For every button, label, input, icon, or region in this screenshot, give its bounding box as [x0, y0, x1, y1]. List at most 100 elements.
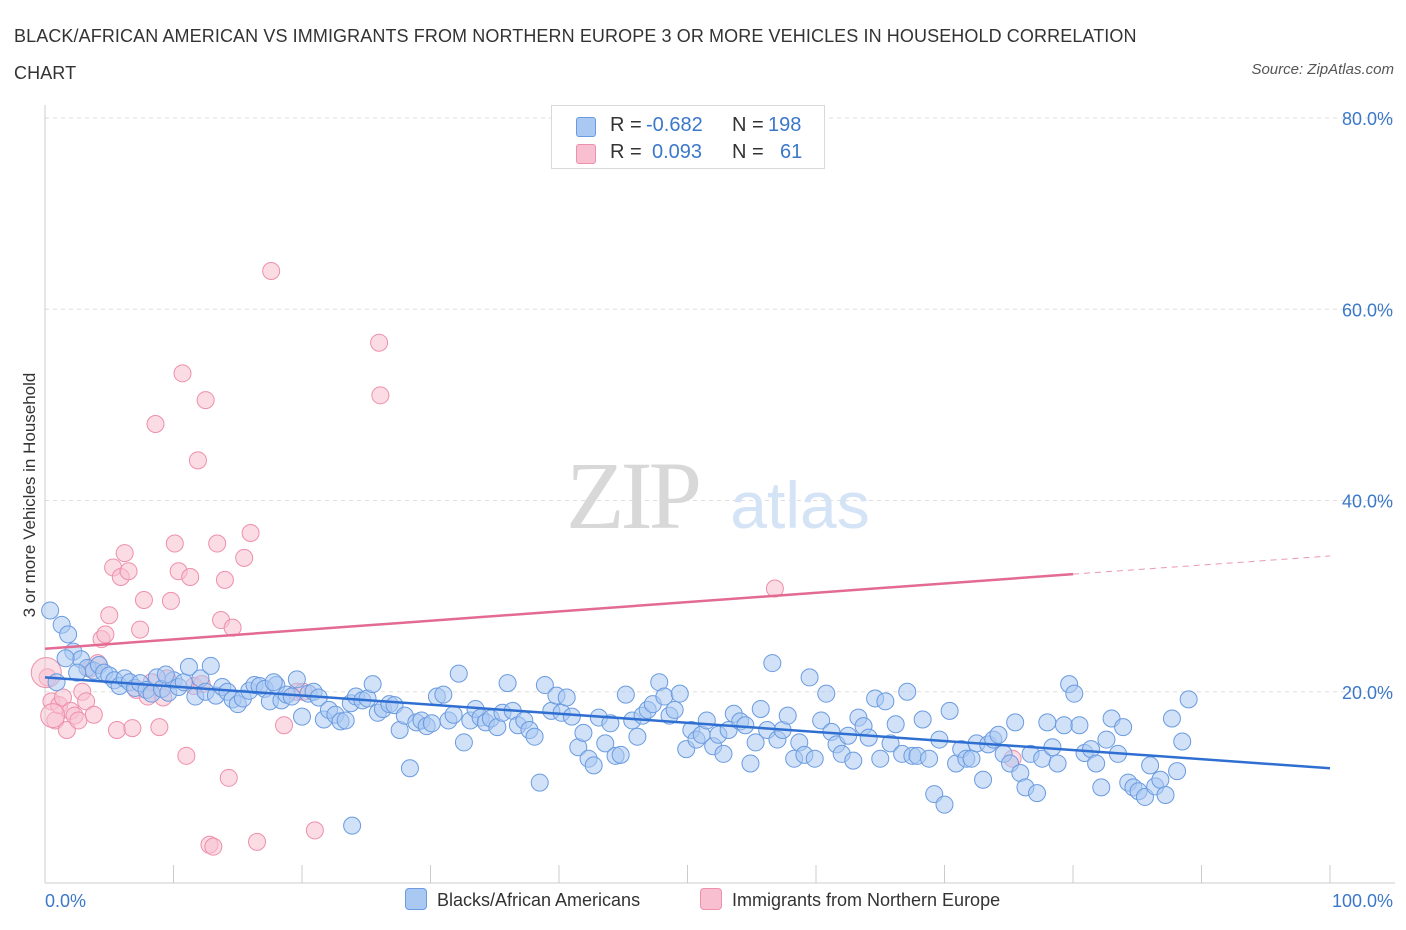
legend-swatch-pink	[576, 144, 596, 164]
legend-item-pink: Immigrants from Northern Europe	[700, 888, 1000, 911]
legend-swatch-pink	[700, 888, 722, 910]
blue-point	[1168, 762, 1187, 781]
blue-point	[665, 700, 684, 719]
blue-point	[56, 649, 75, 668]
blue-point	[736, 716, 755, 735]
pink-point	[241, 524, 260, 543]
blue-point	[746, 733, 765, 752]
pink-point	[181, 568, 200, 586]
pink-point	[131, 620, 150, 639]
pink-point	[275, 716, 294, 735]
y-tick-label: 20.0%	[1342, 683, 1393, 703]
axes	[44, 105, 1395, 884]
blue-point	[535, 676, 554, 695]
pink-point	[146, 415, 165, 433]
blue-point	[989, 725, 1008, 744]
blue-point	[817, 684, 836, 703]
blue-point	[1087, 754, 1106, 773]
blue-point	[763, 654, 782, 673]
blue-point	[751, 699, 770, 718]
y-axis-title: 3 or more Vehicles in Household	[20, 372, 39, 618]
pink-point	[77, 692, 96, 711]
x-tick-label: 0.0%	[45, 891, 86, 911]
blue-point	[714, 744, 733, 763]
trend-lines	[44, 555, 1331, 770]
blue-point	[1070, 716, 1089, 735]
blue-point	[282, 687, 301, 706]
pink-point	[134, 590, 153, 609]
pink-point	[248, 832, 267, 851]
blue-point	[201, 656, 220, 675]
pink-point	[119, 562, 138, 581]
blue-point	[562, 707, 581, 726]
blue-point	[812, 711, 831, 730]
y-tick-label: 60.0%	[1342, 300, 1393, 320]
pink-point	[215, 570, 234, 589]
pink-point	[115, 544, 134, 563]
blue-point	[530, 773, 549, 792]
pink-point	[219, 768, 238, 787]
blue-point	[47, 673, 66, 692]
pink-point	[100, 606, 119, 625]
blue-point	[962, 749, 981, 768]
pink-points	[30, 262, 1022, 856]
blue-point	[1097, 730, 1116, 749]
blue-point	[574, 723, 593, 742]
blue-point	[974, 770, 993, 789]
blue-point	[616, 685, 635, 704]
blue-point	[800, 668, 819, 687]
pink-point	[150, 718, 169, 737]
blue-point	[1048, 754, 1067, 773]
pink-point	[69, 711, 88, 730]
watermark: ZIP atlas	[566, 442, 870, 549]
blue-point	[68, 663, 87, 682]
pink-point	[123, 719, 142, 738]
pink-point	[208, 534, 227, 553]
blue-point	[498, 674, 517, 693]
blue-point	[1055, 716, 1074, 735]
blue-point	[454, 733, 473, 752]
blue-point	[1179, 690, 1198, 709]
legend-item-blue: Blacks/African Americans	[405, 888, 640, 911]
blue-point	[913, 710, 932, 729]
pink-point	[204, 837, 223, 856]
pink-point	[370, 333, 389, 352]
blue-point	[920, 749, 939, 768]
blue-point	[697, 711, 716, 730]
watermark-zip: ZIP	[566, 442, 699, 549]
legend-label-pink: Immigrants from Northern Europe	[732, 890, 1001, 910]
tick-labels: 20.0% 40.0% 60.0% 80.0% 0.0% 100.0%	[45, 109, 1393, 911]
pink-point	[57, 721, 76, 739]
legend-r-value: -0.682	[646, 114, 703, 136]
blue-point	[844, 751, 863, 770]
blue-point	[287, 670, 306, 689]
blue-point	[778, 706, 797, 725]
y-tick-label: 80.0%	[1342, 109, 1393, 129]
blue-point	[935, 795, 954, 814]
blue-point	[596, 734, 615, 753]
legend-swatch-blue	[576, 117, 596, 137]
blue-point	[557, 688, 576, 707]
blue-point	[584, 756, 603, 775]
blue-point	[876, 692, 895, 711]
blue-point	[1114, 718, 1133, 737]
blue-point	[293, 707, 311, 726]
blue-point	[1141, 756, 1160, 775]
pink-trend-extension	[1072, 555, 1331, 575]
blue-point	[41, 601, 60, 620]
x-tick-label: 100.0%	[1332, 891, 1393, 911]
legend-n-label: N =	[732, 141, 764, 163]
blue-point	[628, 727, 647, 746]
blue-point	[670, 684, 689, 703]
pink-point	[177, 746, 196, 765]
blue-point	[859, 728, 878, 747]
legend-r-label: R =	[610, 114, 642, 136]
blue-point	[1092, 778, 1111, 797]
blue-point	[1151, 770, 1170, 789]
pink-point	[84, 705, 103, 724]
blue-point	[156, 665, 175, 684]
legend-n-label: N =	[732, 114, 764, 136]
blue-point	[336, 711, 355, 730]
pink-point	[96, 625, 115, 644]
